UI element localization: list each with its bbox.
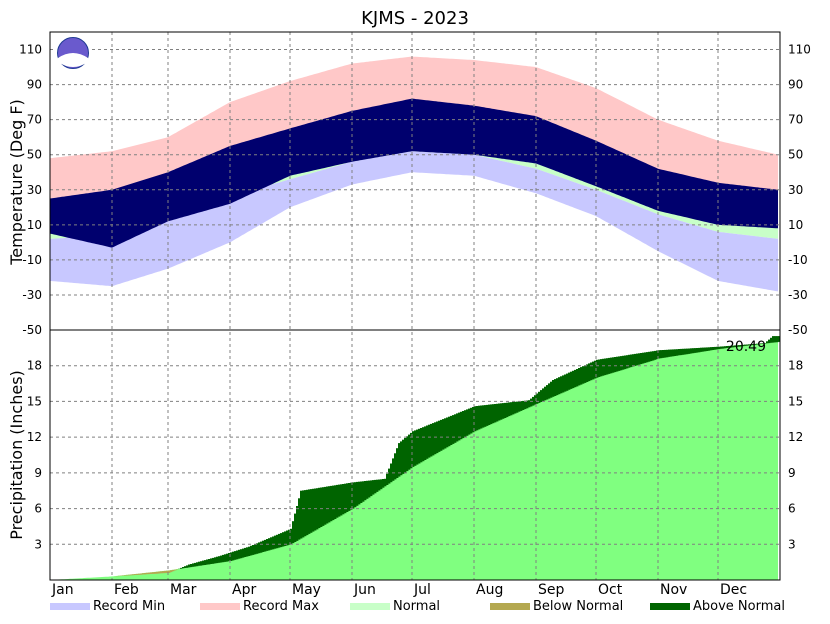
legend-swatch	[200, 603, 240, 610]
legend-swatch	[50, 603, 90, 610]
month-tick-label: Jan	[51, 582, 74, 598]
temperature-tick-label-left: -10	[22, 253, 42, 267]
temperature-tick-label-left: -30	[22, 288, 42, 302]
month-tick-label: Jun	[353, 582, 376, 598]
temperature-plot	[50, 57, 778, 292]
precipitation-tick-label-left: 15	[27, 394, 42, 408]
month-tick-label: May	[292, 582, 321, 598]
precipitation-axis-label: Precipitation (Inches)	[7, 370, 26, 540]
precipitation-tick-label-right: 3	[788, 537, 796, 551]
precipitation-tick-label-right: 9	[788, 466, 796, 480]
legend-label: Below Normal	[533, 599, 623, 614]
precipitation-tick-label-left: 6	[34, 502, 42, 516]
temperature-tick-label-right: 30	[788, 183, 803, 197]
temperature-tick-label-left: 50	[27, 148, 42, 162]
temperature-tick-label-left: 30	[27, 183, 42, 197]
precipitation-tick-label-right: 12	[788, 430, 803, 444]
temperature-axis-label: Temperature (Deg F)	[7, 99, 26, 266]
month-tick-label: Feb	[114, 582, 139, 598]
precipitation-tick-label-right: 6	[788, 502, 796, 516]
precipitation-tick-label-left: 3	[34, 537, 42, 551]
temperature-tick-label-right: 50	[788, 148, 803, 162]
temperature-tick-label-left: 10	[27, 218, 42, 232]
precipitation-tick-label-left: 9	[34, 466, 42, 480]
temperature-tick-label-right: 90	[788, 78, 803, 92]
legend-label: Above Normal	[693, 599, 785, 614]
temperature-tick-label-right: 10	[788, 218, 803, 232]
precipitation-plot	[50, 336, 780, 580]
precipitation-tick-label-left: 18	[27, 359, 42, 373]
month-tick-label: Sep	[538, 582, 565, 598]
temperature-tick-label-right: -10	[788, 253, 808, 267]
temperature-tick-label-left: -50	[22, 323, 42, 337]
month-tick-label: Aug	[476, 582, 503, 598]
temperature-tick-label-left: 90	[27, 78, 42, 92]
noaa-logo	[56, 36, 90, 70]
temperature-tick-label-right: -30	[788, 288, 808, 302]
temperature-tick-label-right: 70	[788, 113, 803, 127]
chart-title: KJMS - 2023	[361, 8, 469, 29]
legend-swatch	[350, 603, 390, 610]
temperature-tick-label-left: 110	[19, 43, 42, 57]
below-normal-bar	[174, 570, 176, 571]
legend: Record Min Record Max Normal Below Normal Ab…	[50, 599, 785, 614]
month-tick-label: Apr	[232, 582, 256, 598]
temperature-tick-label-right: -50	[788, 323, 808, 337]
month-tick-label: Mar	[170, 582, 197, 598]
month-tick-label: Dec	[720, 582, 747, 598]
month-tick-label: Oct	[598, 582, 623, 598]
temperature-tick-label-right: 110	[788, 43, 811, 57]
legend-swatch	[650, 603, 690, 610]
month-tick-label: Nov	[660, 582, 687, 598]
legend-label: Record Min	[93, 599, 165, 614]
precipitation-tick-label-left: 12	[27, 430, 42, 444]
precip-total-label: 20.49	[726, 339, 766, 355]
legend-label: Record Max	[243, 599, 319, 614]
legend-label: Normal	[393, 599, 440, 614]
precipitation-tick-label-right: 15	[788, 394, 803, 408]
month-tick-label: Jul	[413, 582, 431, 598]
legend-swatch	[490, 603, 530, 610]
temperature-tick-label-left: 70	[27, 113, 42, 127]
precipitation-tick-label-right: 18	[788, 359, 803, 373]
